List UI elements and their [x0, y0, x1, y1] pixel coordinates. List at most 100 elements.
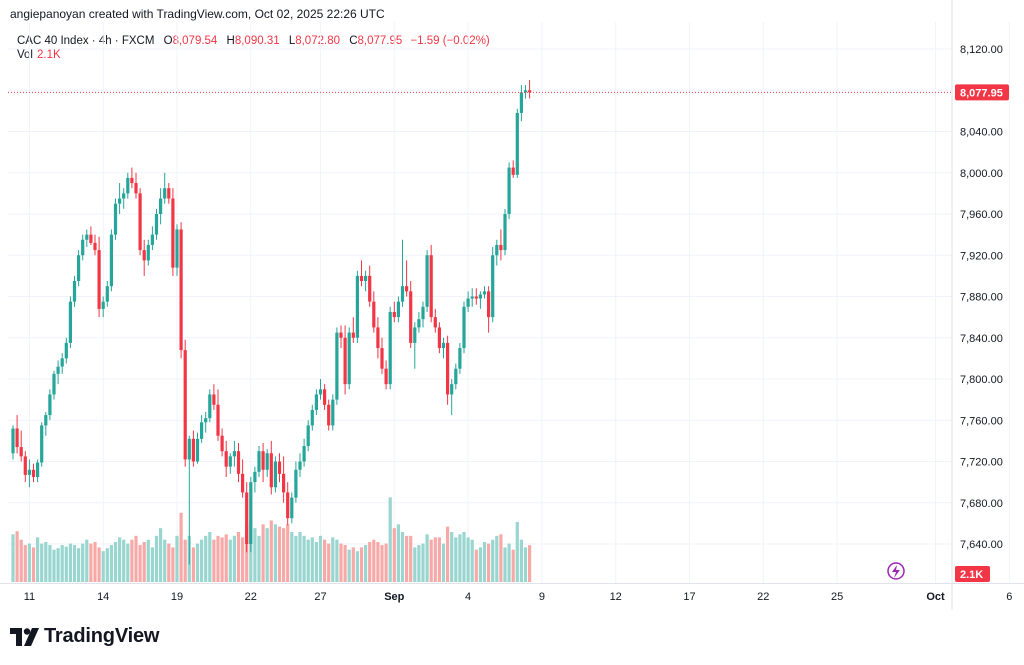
volume-bar	[113, 542, 118, 582]
candle	[163, 172, 167, 204]
legend-symbol[interactable]: CAC 40 Index · 4h · FXCM	[17, 35, 155, 47]
volume-bar	[212, 539, 216, 582]
candle	[400, 239, 405, 307]
time-tick-label: 19	[171, 591, 183, 603]
candle-body	[478, 294, 482, 299]
candle	[368, 265, 372, 307]
candle-body	[528, 90, 532, 93]
candle	[462, 301, 466, 354]
candle-body	[183, 350, 187, 460]
candle-body	[261, 451, 265, 470]
candle-body	[441, 342, 446, 349]
volume-bar	[355, 551, 359, 582]
time-tick-label: Oct	[926, 591, 945, 603]
candle	[179, 222, 183, 359]
volume-bar	[261, 524, 265, 582]
candle	[335, 327, 339, 405]
volume-bar	[36, 537, 40, 582]
candle-body	[122, 193, 126, 199]
candle-body	[425, 255, 429, 307]
volume-bar	[474, 549, 478, 582]
volume-bar	[282, 528, 286, 582]
candle-body	[138, 193, 142, 251]
volume-bar	[487, 543, 491, 582]
candle-body	[118, 198, 122, 204]
candle-body	[44, 415, 48, 426]
candle-body	[150, 234, 154, 245]
volume-bar	[523, 547, 528, 582]
time-axis[interactable]: 11 14 19 22 27 Sep 4 9 12 17 22 25 Oct 6	[24, 591, 1013, 603]
candle-body	[11, 428, 15, 454]
candle	[126, 172, 130, 199]
candle-body	[454, 368, 458, 385]
time-tick-label: 11	[24, 591, 35, 603]
candle	[175, 224, 179, 276]
candle-body	[232, 451, 236, 457]
volume-bar	[286, 524, 290, 582]
candle	[503, 208, 507, 256]
candle-body	[380, 348, 384, 369]
candle-body	[257, 451, 261, 472]
volume-bar	[48, 545, 52, 582]
candle-body	[93, 242, 97, 251]
candle	[429, 244, 433, 323]
candle-body	[499, 244, 503, 251]
candle-body	[413, 327, 417, 343]
candle	[380, 337, 384, 374]
volume-bar	[478, 547, 482, 582]
candle-body	[515, 112, 519, 175]
candle	[171, 188, 175, 276]
volume-bar	[384, 543, 388, 582]
candle	[290, 492, 294, 524]
volume-bar	[491, 539, 495, 582]
price-chart[interactable]: 8,120.008,080.008,040.008,000.007,960.00…	[0, 0, 1024, 610]
candle-body	[491, 255, 495, 318]
candle	[220, 428, 224, 457]
candle-body	[429, 255, 433, 318]
candle-body	[265, 453, 269, 470]
chart-widgets	[887, 562, 905, 580]
candle-body	[511, 167, 515, 175]
candle-body	[228, 456, 232, 467]
candle	[191, 430, 195, 467]
price-tick-label: 7,840.00	[960, 333, 1003, 345]
volume-bar	[126, 543, 130, 582]
candle	[40, 422, 44, 467]
volume-bar	[339, 543, 343, 582]
volume-bar	[138, 545, 142, 582]
candle-body	[364, 275, 368, 282]
candle	[277, 453, 282, 483]
volume-bar	[302, 535, 306, 582]
volume-bar	[52, 549, 56, 582]
volume-bar	[409, 535, 413, 582]
candle	[409, 281, 413, 349]
volume-bar	[105, 548, 109, 582]
volume-bar	[269, 520, 273, 582]
candle-body	[450, 384, 454, 395]
candle	[466, 291, 470, 312]
candle	[339, 325, 343, 349]
candle-body	[52, 373, 56, 395]
candle-body	[191, 438, 195, 462]
volume-bar	[118, 537, 122, 582]
price-tick-label: 7,760.00	[960, 415, 1003, 427]
volume-bar	[437, 537, 441, 582]
candle	[364, 270, 368, 292]
candle	[343, 325, 347, 395]
candle	[376, 317, 380, 359]
candle	[187, 435, 191, 565]
candle-body	[68, 301, 72, 343]
candle-body	[31, 469, 36, 477]
candle-body	[109, 234, 113, 287]
candle	[249, 476, 253, 553]
legend-low-prefix: L	[288, 35, 296, 47]
candle-body	[81, 239, 85, 256]
price-axis[interactable]: 8,120.008,080.008,040.008,000.007,960.00…	[955, 44, 1009, 582]
price-tick-label: 8,120.00	[960, 44, 1003, 56]
candle	[355, 270, 359, 343]
volume-bar	[15, 531, 19, 582]
candle-body	[126, 177, 130, 194]
volume-bar	[294, 535, 298, 582]
candle-body	[277, 461, 282, 474]
candle	[499, 229, 503, 261]
